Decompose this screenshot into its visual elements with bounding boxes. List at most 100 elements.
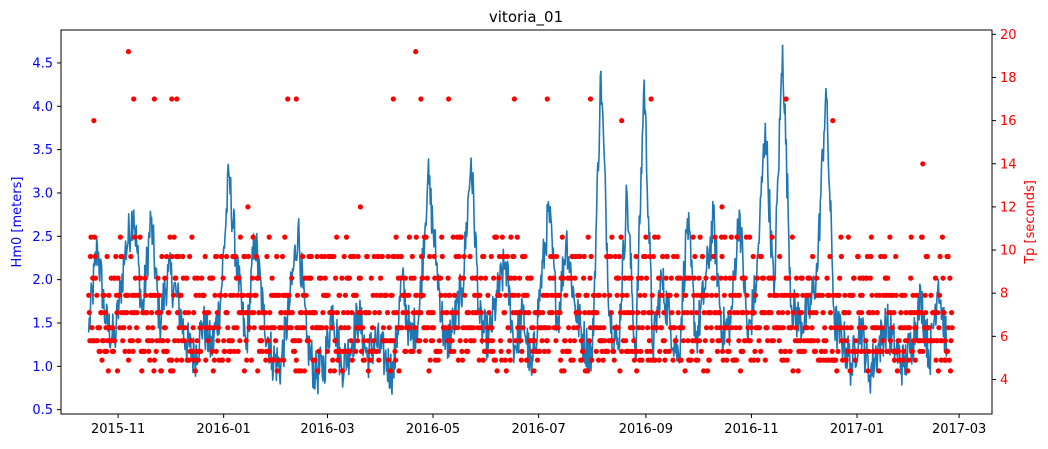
right-y-tick-label: 18 xyxy=(1000,71,1017,86)
tp-point xyxy=(423,338,429,344)
tp-point xyxy=(256,310,262,316)
tp-point xyxy=(791,310,797,316)
tp-point xyxy=(426,368,432,374)
tp-point xyxy=(143,292,149,298)
tp-point xyxy=(450,234,456,240)
hm0-point xyxy=(297,226,299,229)
tp-point xyxy=(593,348,599,354)
tp-point xyxy=(241,368,247,374)
tp-point xyxy=(635,310,641,316)
tp-point xyxy=(137,234,143,240)
tp-point xyxy=(190,325,196,331)
hm0-point xyxy=(539,287,542,290)
tp-point xyxy=(813,310,819,316)
tp-point xyxy=(386,357,392,363)
tp-point xyxy=(512,338,519,344)
hm0-point xyxy=(87,330,90,333)
tp-point xyxy=(354,338,361,344)
tp-point xyxy=(424,275,430,281)
tp-point xyxy=(748,325,755,331)
tp-point xyxy=(572,275,578,281)
tp-point xyxy=(502,357,508,363)
tp-point xyxy=(431,325,437,331)
tp-point xyxy=(822,325,828,331)
left-y-tick-label: 1.0 xyxy=(32,360,53,375)
hm0-point xyxy=(703,287,706,290)
tp-point xyxy=(747,234,753,240)
tp-point xyxy=(249,275,256,281)
tp-point xyxy=(734,234,740,240)
tp-point xyxy=(162,325,168,331)
tp-point xyxy=(348,338,354,344)
tp-point xyxy=(499,234,505,240)
tp-outlier-point xyxy=(413,49,419,55)
tp-point xyxy=(165,338,171,344)
tp-point xyxy=(809,325,815,331)
tp-point xyxy=(608,253,614,260)
tp-point xyxy=(750,253,756,260)
tp-point xyxy=(345,310,351,316)
tp-point xyxy=(498,348,504,354)
tp-point xyxy=(383,292,389,298)
tp-point xyxy=(393,234,399,240)
tp-point xyxy=(638,275,644,281)
tp-point xyxy=(410,348,416,354)
tp-point xyxy=(91,234,98,240)
hm0-point xyxy=(729,322,732,324)
tp-point xyxy=(880,338,886,344)
tp-point xyxy=(921,338,927,344)
tp-point xyxy=(420,292,426,298)
hm0-point xyxy=(902,365,905,368)
tp-point xyxy=(871,338,877,344)
tp-point xyxy=(339,368,346,374)
tp-point xyxy=(489,338,496,344)
tp-point xyxy=(314,253,320,260)
tp-point xyxy=(836,292,842,298)
tp-point xyxy=(301,325,307,331)
tp-point xyxy=(933,357,939,363)
tp-point xyxy=(859,310,865,316)
tp-point xyxy=(847,368,853,374)
tp-point xyxy=(281,357,287,363)
tp-point xyxy=(722,234,728,240)
tp-point xyxy=(654,325,660,331)
tp-point xyxy=(198,348,204,354)
tp-point xyxy=(117,234,123,240)
tp-point xyxy=(470,325,476,331)
tp-point xyxy=(717,310,723,316)
tp-point xyxy=(611,357,617,363)
tp-point xyxy=(451,292,457,298)
hm0-point xyxy=(781,44,784,47)
tp-point xyxy=(505,325,511,331)
tp-point xyxy=(134,325,140,331)
tp-point xyxy=(692,253,698,260)
tp-point xyxy=(747,338,753,344)
tp-point xyxy=(175,338,181,344)
tp-point xyxy=(742,275,748,281)
tp-point xyxy=(724,357,730,363)
tp-point xyxy=(876,292,883,298)
tp-point xyxy=(567,338,573,344)
tp-outlier-point xyxy=(446,96,452,102)
tp-point xyxy=(203,357,209,363)
tp-point xyxy=(628,275,634,281)
tp-point xyxy=(457,338,463,344)
tp-point xyxy=(149,310,155,316)
tp-point xyxy=(93,275,99,281)
tp-point xyxy=(225,325,231,331)
tp-point xyxy=(705,368,711,374)
tp-point xyxy=(459,357,466,363)
tp-point xyxy=(214,310,220,316)
tp-point xyxy=(571,338,578,344)
tp-point xyxy=(675,310,681,316)
tp-point xyxy=(157,310,163,316)
tp-point xyxy=(851,275,857,281)
tp-point xyxy=(349,357,355,363)
tp-point xyxy=(948,338,954,344)
hm0-point xyxy=(105,322,107,324)
hm0-point xyxy=(228,174,230,177)
tp-point xyxy=(685,338,691,344)
tp-point xyxy=(680,338,687,344)
tp-point xyxy=(616,275,622,281)
tp-point xyxy=(815,338,821,344)
